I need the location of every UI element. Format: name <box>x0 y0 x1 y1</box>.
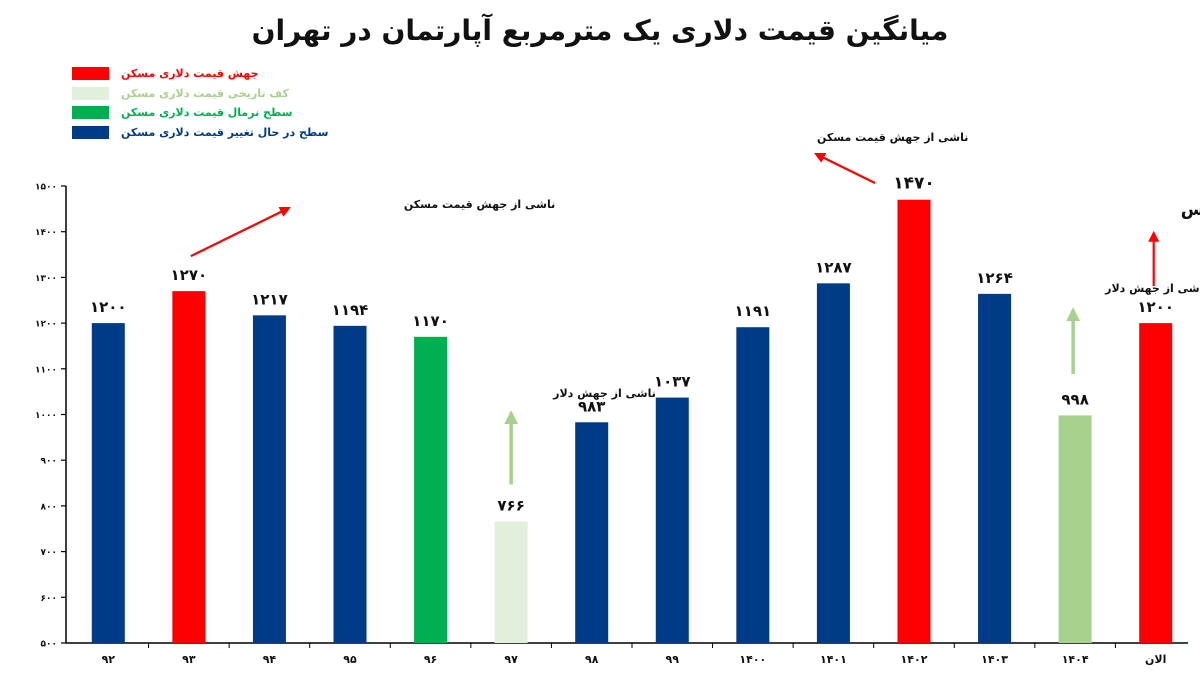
y-tick-label: ۸۰۰ <box>41 502 57 512</box>
data-label: ۱۲۰۰ <box>1137 298 1174 316</box>
y-tick-label: ۷۰۰ <box>41 548 57 558</box>
y-tick-label: ۱۴۰۰ <box>35 228 57 238</box>
x-tick-label: ۹۳ <box>182 653 196 666</box>
bar <box>978 293 1012 643</box>
bar <box>575 422 609 643</box>
data-label: ۱۱۹۴ <box>332 301 369 319</box>
bar <box>252 315 286 643</box>
bar <box>1058 415 1092 643</box>
x-tick-label: ۹۷ <box>504 653 518 666</box>
data-label: ۱۲۶۴ <box>976 269 1013 287</box>
legend-swatch-change <box>72 125 109 139</box>
legend-item-surge: جهش قیمت دلاری مسکن <box>72 64 328 84</box>
bar <box>172 291 206 643</box>
annotation-text: ناشی از جهش قیمت مسکن <box>817 131 968 144</box>
annotation-text: آتش‌بس <box>1181 198 1200 220</box>
data-label: ۱۱۹۱ <box>735 302 772 320</box>
data-label: ۱۱۷۰ <box>412 312 449 330</box>
x-tick-label: ۹۹ <box>666 653 680 666</box>
x-tick-label: ۹۲ <box>102 653 116 666</box>
bar <box>333 325 367 643</box>
annotation-arrow <box>814 152 876 184</box>
y-tick-label: ۱۲۰۰ <box>35 320 57 330</box>
y-tick-label: ۵۰۰ <box>41 640 57 650</box>
annotation-text: ناشی از جهش دلار <box>1104 282 1200 295</box>
chart-legend: جهش قیمت دلاری مسکن کف تاریخی قیمت دلاری… <box>72 64 328 142</box>
x-tick-label: الان <box>1145 653 1166 666</box>
y-tick-label: ۹۰۰ <box>41 457 57 467</box>
data-label: ۱۲۷۰ <box>171 266 208 284</box>
data-label: ۱۲۸۷ <box>815 258 852 276</box>
data-label: ۹۹۸ <box>1061 390 1088 408</box>
data-label: ۱۰۳۷ <box>654 373 691 391</box>
bar <box>1139 323 1173 643</box>
bar <box>897 199 931 643</box>
legend-swatch-surge <box>72 67 109 81</box>
x-tick-label: ۱۴۰۳ <box>981 653 1008 666</box>
y-tick-label: ۱۵۰۰ <box>35 183 57 193</box>
bar <box>414 336 448 643</box>
data-label: ۱۲۰۰ <box>90 298 127 316</box>
legend-item-floor: کف تاریخی قیمت دلاری مسکن <box>72 84 328 104</box>
legend-swatch-floor <box>72 86 109 100</box>
bar <box>655 397 689 643</box>
x-tick-label: ۹۵ <box>343 653 357 666</box>
y-tick-label: ۱۳۰۰ <box>35 274 57 284</box>
legend-item-change: سطح در حال تغییر قیمت دلاری مسکن <box>72 123 328 143</box>
annotation-text: ناشی از جهش قیمت مسکن <box>404 198 555 211</box>
x-tick-label: ۹۶ <box>424 653 437 666</box>
legend-label-change: سطح در حال تغییر قیمت دلاری مسکن <box>121 125 329 139</box>
x-tick-label: ۹۸ <box>585 653 599 666</box>
x-tick-label: ۱۴۰۰ <box>739 653 766 666</box>
y-tick-label: ۱۰۰۰ <box>35 411 57 421</box>
bar <box>816 283 850 643</box>
annotation-text: ناشی از جهش دلار <box>552 387 656 400</box>
annotation-arrow <box>190 206 291 258</box>
bar <box>91 323 125 643</box>
x-tick-label: ۱۴۰۱ <box>820 653 847 666</box>
legend-item-normal: سطح نرمال قیمت دلاری مسکن <box>72 103 328 123</box>
x-tick-label: ۱۴۰۲ <box>901 653 928 666</box>
data-label: ۹۸۳ <box>578 397 605 415</box>
y-tick-label: ۶۰۰ <box>41 594 57 604</box>
data-label: ۷۶۶ <box>497 496 524 514</box>
bar <box>494 521 528 643</box>
chart-title: میانگین قیمت دلاری یک مترمربع آپارتمان د… <box>251 14 949 47</box>
legend-label-floor: کف تاریخی قیمت دلاری مسکن <box>121 86 289 100</box>
x-tick-label: ۱۴۰۴ <box>1062 653 1089 666</box>
data-label: ۱۴۷۰ <box>893 174 935 194</box>
data-label: ۱۲۱۷ <box>251 290 288 308</box>
y-tick-label: ۱۱۰۰ <box>35 365 57 375</box>
legend-label-normal: سطح نرمال قیمت دلاری مسکن <box>121 106 293 120</box>
x-tick-label: ۹۴ <box>263 653 277 666</box>
bar <box>736 327 770 643</box>
legend-label-surge: جهش قیمت دلاری مسکن <box>121 67 259 81</box>
legend-swatch-normal <box>72 106 109 120</box>
